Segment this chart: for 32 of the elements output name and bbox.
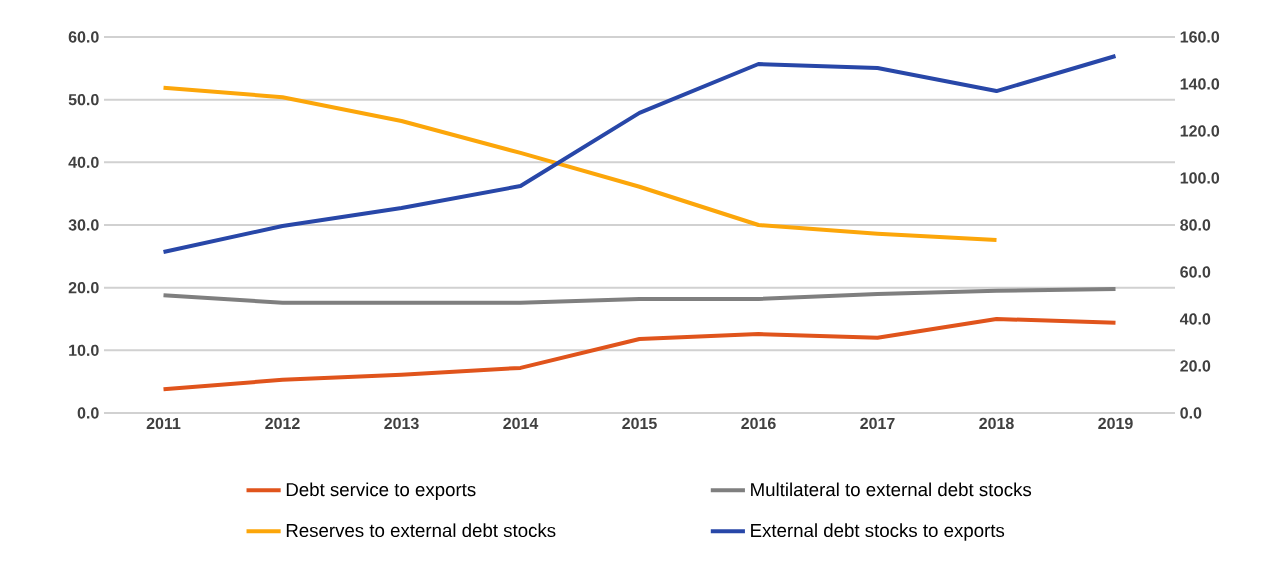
x-tick-label: 2012 [265,417,300,430]
y-tick-label: 30.0 [68,219,99,231]
y-tick-label: 0.0 [77,407,99,419]
y-tick-label: 10.0 [69,344,99,356]
y2-tick-label: 140.0 [1180,78,1220,90]
y2-tick-label: 160.0 [1180,31,1220,43]
x-tick-label: 2018 [979,417,1014,430]
line-series [161,85,999,243]
y-tick-label: 20.0 [68,282,99,294]
x-tick-label: 2016 [741,417,776,430]
y2-tick-label: 20.0 [1180,360,1211,372]
x-tick-label: 2011 [146,417,181,430]
y-tick-label: 40.0 [68,156,99,168]
x-tick-label: 2013 [384,417,419,430]
legend-label: Reserves to external debt stocks [286,523,556,538]
legend-label: Debt service to exports [286,482,476,500]
x-tick-label: 2017 [860,417,895,430]
y-tick-label: 60.0 [68,31,99,43]
y2-tick-label: 80.0 [1180,219,1211,231]
line-series [161,317,1118,392]
y2-tick-label: 120.0 [1180,125,1220,137]
y2-tick-label: 100.0 [1180,172,1220,184]
y2-tick-label: 60.0 [1180,266,1211,278]
legend-label: External debt stocks to exports [751,523,1005,541]
line-series [161,54,1118,255]
y-tick-label: 50.0 [68,94,99,106]
y2-tick-label: 40.0 [1179,313,1211,325]
y2-tick-label: 0.0 [1180,407,1202,419]
x-tick-label: 2014 [503,417,539,430]
legend-label: Multilateral to external debt stocks [751,482,1032,497]
x-tick-label: 2019 [1098,417,1133,430]
x-tick-label: 2015 [622,417,657,430]
